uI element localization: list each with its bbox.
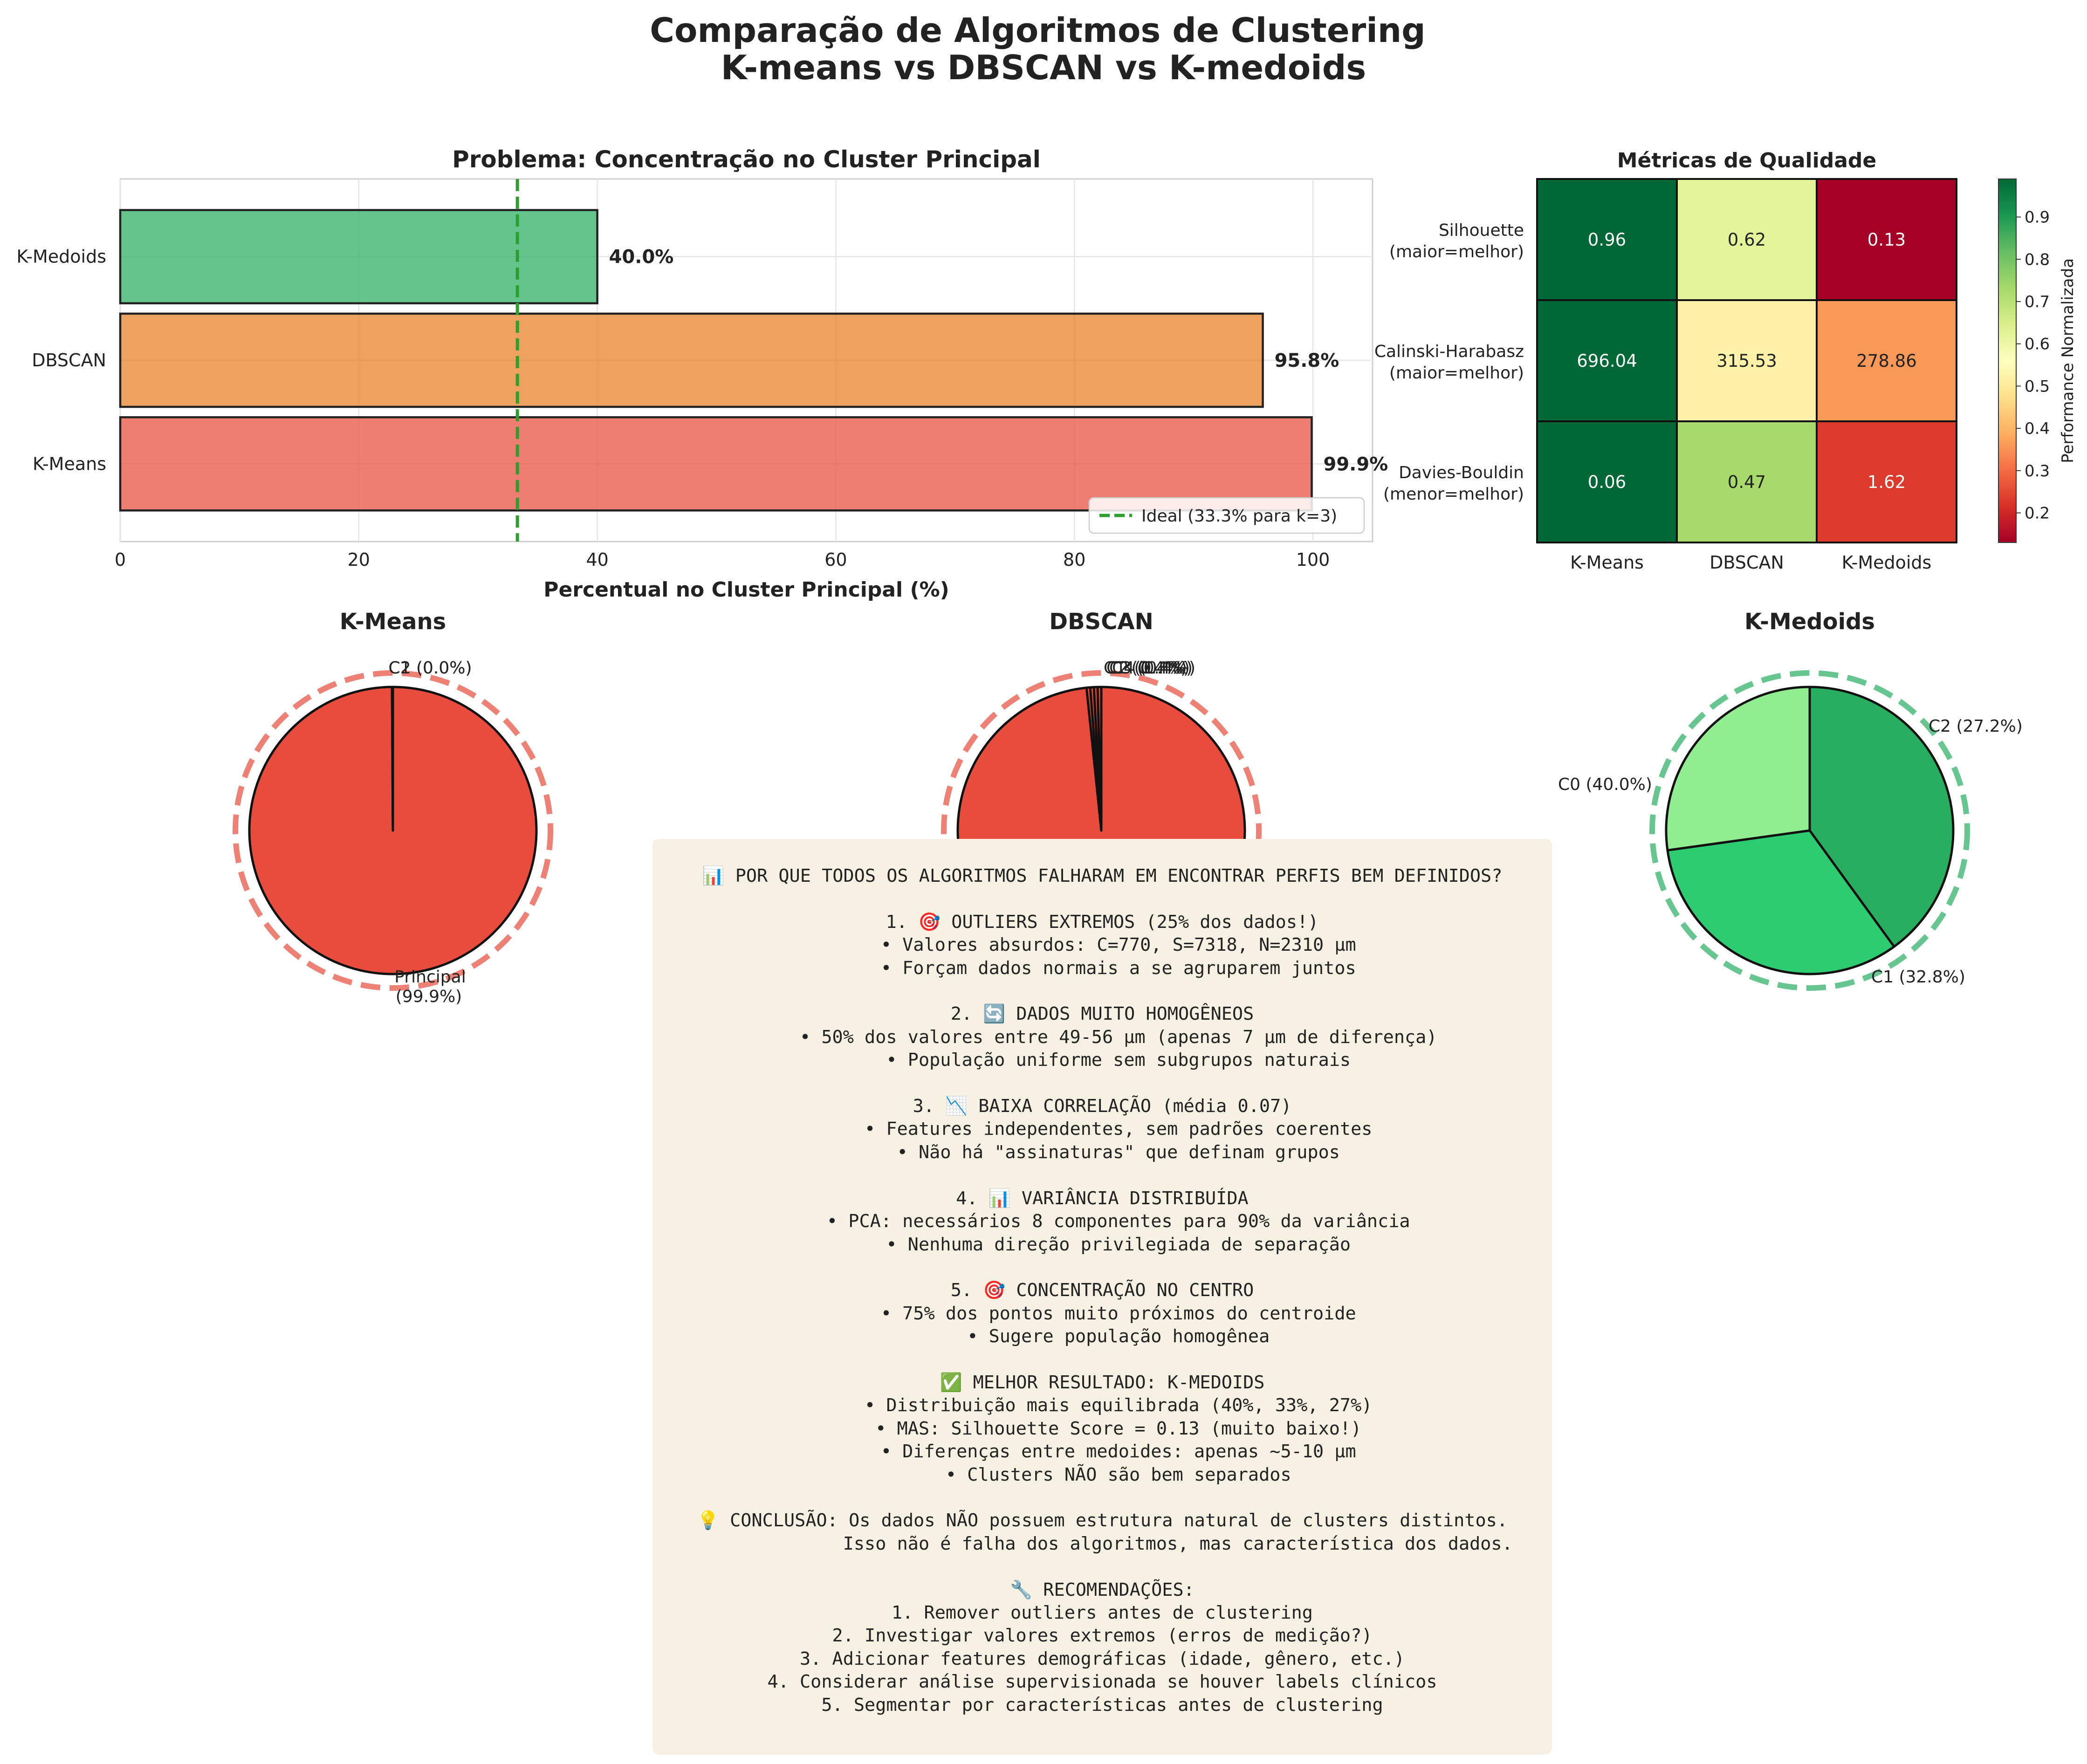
notes-text: 📊 POR QUE TODOS OS ALGORITMOS FALHARAM E… [696, 865, 1513, 1716]
legend-ideal-label: Ideal (33.3% para k=3) [1141, 507, 1337, 526]
bar-legend-box [1088, 497, 1365, 534]
main-title: Comparação de Algoritmos de Clustering K… [650, 11, 1437, 87]
pie-label-small-cluster: C4 (0.4%) [1112, 659, 1195, 678]
pie-slice [1808, 686, 1955, 948]
kmedoids-pie-panel: K-Medoids C0 (40.0%) C1 (32.8%) C2 (27.2%) [1558, 609, 2023, 991]
kmeans-pie-panel: K-Means C1 (0.0%)C2 (0.0%) Principal(99.9%… [233, 609, 553, 1006]
bar-k-means [119, 416, 1313, 512]
heatmap-cell-value: 0.06 [1588, 472, 1626, 492]
main-title-line1: Comparação de Algoritmos de Clustering [650, 11, 1426, 50]
heatmap-cell-value: 0.47 [1728, 472, 1766, 492]
pie-title: DBSCAN [1049, 609, 1153, 635]
bar-xtick-label: 40 [586, 549, 608, 570]
heatmap-row-label: Silhouette [1439, 221, 1524, 240]
colorbar-tick-label: 0.6 [2025, 335, 2050, 354]
pie-label-small-cluster: C2 (0.4%) [1106, 659, 1190, 678]
pie-slice [1665, 686, 1811, 851]
heatmap-cell-value: 0.13 [1867, 230, 1906, 250]
heatmap-cell [1676, 178, 1818, 301]
bar-k-medoids [119, 209, 598, 304]
heatmap-row-label: Calinski-Harabasz [1374, 342, 1524, 361]
heatmap-cell-value: 1.62 [1867, 472, 1906, 492]
pie-title: K-Medoids [1744, 609, 1875, 635]
pie-label-c0: C0 (40.0%) [1558, 775, 1652, 794]
pie-slice [1666, 829, 1895, 975]
pie-label-small-cluster: C1 (0.4%) [1104, 659, 1187, 678]
colorbar-tick-label: 0.4 [2025, 419, 2050, 438]
bar-xtick-label: 20 [348, 549, 370, 570]
bar-xtick-label: 0 [115, 549, 126, 570]
bar-xtick-label: 80 [1063, 549, 1085, 570]
heatmap-row-label: Davies-Bouldin [1399, 463, 1524, 482]
pie-slice [1096, 686, 1103, 832]
colorbar-tick-label: 0.7 [2025, 293, 2050, 311]
heatmap-row-sublabel: (maior=melhor) [1389, 242, 1524, 261]
heatmap-cell [1536, 178, 1678, 301]
pie-slice [391, 686, 394, 832]
heatmap-column-label: K-Medoids [1842, 552, 1932, 573]
bar-value-label: 99.9% [1323, 453, 1388, 475]
pie-label-c2: C2 (0.0%) [388, 659, 472, 678]
heatmap-cell-value: 0.96 [1588, 230, 1626, 250]
bar-xtick-label: 60 [824, 549, 847, 570]
bar-category-label: DBSCAN [32, 350, 106, 371]
pie-title: K-Means [340, 609, 446, 635]
heatmap-column-label: DBSCAN [1709, 552, 1784, 573]
colorbar-tick-label: 0.5 [2025, 377, 2050, 396]
colorbar-tick-label: 0.3 [2025, 462, 2050, 480]
heatmap-cell-value: 696.04 [1577, 351, 1637, 371]
heatmap-cell [1536, 420, 1678, 543]
bar-xaxis-label: Percentual no Cluster Principal (%) [543, 578, 949, 602]
bar-value-label: 95.8% [1275, 350, 1339, 371]
colorbar-tick-label: 0.8 [2025, 250, 2050, 269]
bar-chart-title: Problema: Concentração no Cluster Princi… [452, 146, 1041, 173]
bar-dbscan [119, 312, 1264, 408]
pie-label-small-cluster: C3 (0.4%) [1109, 659, 1193, 678]
heatmap-title: Métricas de Qualidade [1617, 149, 1877, 172]
pie-dashed-ring [233, 670, 553, 991]
colorbar-label: Performance Normalizada [2059, 258, 2077, 463]
heatmap-cell [1816, 420, 1957, 543]
bar-xtick-label: 100 [1296, 549, 1330, 570]
heatmap-row-sublabel: (maior=melhor) [1389, 364, 1524, 383]
bar-chart-panel: 0 20 40 60 80 100 K-Means 99.9% DBSCAN 95.8% K-Med… [16, 146, 1388, 602]
main-title-line2: K-means vs DBSCAN vs K-medoids [721, 48, 1366, 87]
heatmap-cell [1676, 420, 1818, 543]
bar-category-label: K-Means [33, 453, 106, 474]
heatmap-row-sublabel: (menor=melhor) [1383, 485, 1524, 504]
heatmap-panel: 0.96 0.62 0.13 Silhouette (maior=melhor) 696.… [1374, 149, 2077, 573]
colorbar [1998, 178, 2017, 543]
bar-value-label: 40.0% [609, 247, 674, 268]
pie-label-c2: C2 (27.2%) [1929, 717, 2023, 736]
pie-label-c1: C1 (32.8%) [1871, 968, 1965, 987]
pie-label-principal-pct: (99.9%) [396, 987, 462, 1006]
bar-category-label: K-Medoids [16, 247, 106, 267]
heatmap-cell [1676, 299, 1818, 422]
colorbar-tick-label: 0.2 [2025, 504, 2050, 523]
heatmap-cell-value: 278.86 [1856, 351, 1916, 371]
pie-dashed-ring [1649, 670, 1970, 991]
heatmap-column-label: K-Means [1570, 552, 1644, 573]
pie-label-c1: C1 (0.0%) [388, 659, 472, 678]
heatmap-cell [1816, 178, 1957, 301]
heatmap-cell-value: 0.62 [1728, 230, 1766, 250]
heatmap-cell-value: 315.53 [1716, 351, 1777, 371]
notes-box: 📊 POR QUE TODOS OS ALGORITMOS FALHARAM E… [652, 839, 1552, 1755]
colorbar-tick-label: 0.9 [2025, 208, 2050, 227]
pie-label-principal: Principal [394, 968, 466, 987]
heatmap-cell [1816, 299, 1957, 422]
